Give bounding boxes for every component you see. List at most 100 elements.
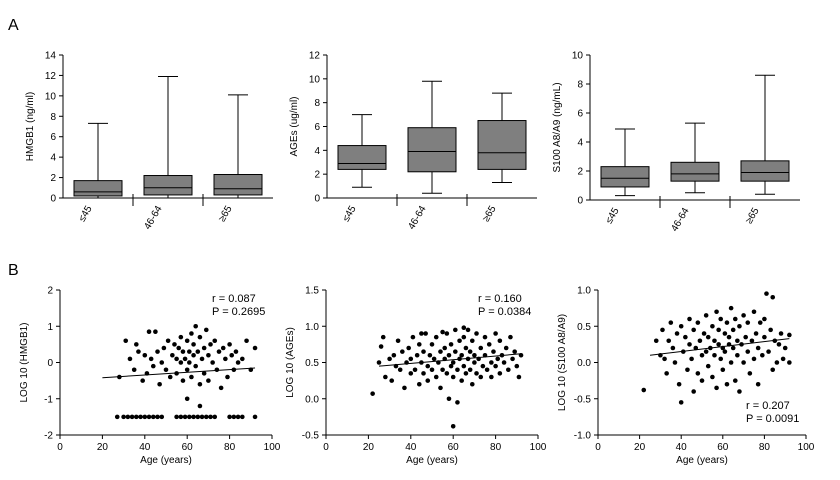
data-point: [387, 356, 392, 362]
panel-label-b: B: [8, 262, 19, 279]
data-point: [431, 356, 437, 362]
data-point: [714, 385, 719, 391]
data-point: [751, 309, 757, 315]
data-point: [412, 367, 418, 373]
data-point: [766, 349, 771, 354]
x-tick-label: 80: [759, 442, 771, 453]
data-point: [121, 414, 126, 420]
r-value-label: r = 0.207: [746, 400, 790, 412]
data-point: [455, 367, 460, 373]
data-point: [732, 316, 738, 322]
data-point: [208, 342, 213, 347]
data-point: [678, 400, 684, 405]
data-point: [712, 338, 717, 344]
data-point: [235, 414, 241, 420]
data-point: [146, 329, 152, 334]
data-point: [131, 367, 137, 373]
data-point: [701, 331, 707, 336]
iqr-box: [213, 174, 263, 196]
category-label: ≤45: [341, 204, 359, 224]
data-point: [187, 414, 192, 420]
iqr-box: [740, 160, 790, 182]
data-point: [726, 334, 732, 340]
data-point: [208, 414, 213, 420]
data-point: [397, 367, 403, 373]
data-point: [778, 331, 784, 336]
iqr-box: [477, 120, 527, 170]
data-point: [395, 338, 401, 344]
data-point: [134, 414, 139, 420]
data-point: [201, 345, 207, 351]
data-point: [489, 374, 494, 380]
y-tick-label: 0: [50, 194, 56, 205]
data-point: [753, 331, 759, 336]
x-tick-label: 0: [323, 442, 329, 453]
data-point: [180, 349, 186, 354]
data-point: [206, 352, 211, 358]
data-point: [457, 338, 462, 344]
data-point: [189, 374, 194, 380]
data-point: [433, 374, 439, 380]
data-point: [745, 349, 751, 354]
data-point: [737, 389, 742, 394]
y-tick-label: 0.0: [577, 358, 591, 369]
data-point: [167, 374, 173, 380]
data-point: [774, 360, 780, 365]
y-tick-label: -1.0: [574, 431, 592, 442]
data-point: [184, 338, 190, 344]
data-point: [641, 387, 647, 393]
data-point: [146, 414, 152, 420]
data-point: [423, 331, 428, 336]
data-point: [469, 338, 475, 344]
data-point: [670, 345, 676, 351]
data-point: [728, 305, 734, 311]
data-point: [444, 371, 450, 376]
y-tick-label: 1.5: [305, 286, 319, 297]
y-axis-label: AGEs (ug/ml): [289, 96, 300, 156]
p-value-label: P = 0.0384: [478, 306, 531, 318]
data-point: [180, 378, 186, 383]
data-point: [722, 331, 728, 336]
data-point: [148, 356, 154, 362]
data-point: [660, 327, 665, 333]
data-point: [182, 356, 188, 362]
y-axis-label: LOG 10 (AGEs): [285, 327, 296, 398]
data-point: [378, 344, 384, 349]
category-label: ≥65: [481, 204, 499, 224]
iqr-box: [337, 145, 387, 170]
data-point: [184, 396, 190, 402]
y-tick-label: 2: [577, 167, 583, 178]
p-value-label: P = 0.0091: [746, 413, 799, 425]
data-point: [780, 356, 786, 362]
data-point: [720, 367, 726, 373]
data-point: [380, 334, 386, 340]
data-point: [114, 414, 120, 420]
data-point: [757, 320, 763, 325]
y-tick-label: -0.5: [302, 431, 320, 442]
y-tick-label: 0: [577, 196, 583, 207]
data-point: [189, 331, 194, 336]
data-point: [416, 381, 422, 387]
data-point: [444, 331, 450, 336]
y-tick-label: 14: [45, 51, 57, 62]
x-axis-label: Age (years): [140, 455, 192, 466]
data-point: [506, 367, 511, 373]
data-point: [450, 424, 456, 429]
data-point: [770, 367, 776, 373]
iqr-box: [73, 180, 123, 197]
x-tick-label: 40: [139, 442, 151, 453]
data-point: [687, 316, 692, 322]
data-point: [178, 414, 184, 420]
data-point: [223, 356, 228, 362]
x-tick-label: 40: [676, 442, 688, 453]
category-label: ≥65: [217, 204, 235, 224]
data-point: [165, 338, 171, 344]
data-point: [695, 320, 701, 325]
data-point: [741, 313, 746, 318]
data-point: [123, 338, 129, 344]
data-point: [724, 381, 730, 387]
data-point: [497, 338, 503, 344]
regression-line: [378, 353, 522, 367]
data-point: [174, 414, 179, 420]
